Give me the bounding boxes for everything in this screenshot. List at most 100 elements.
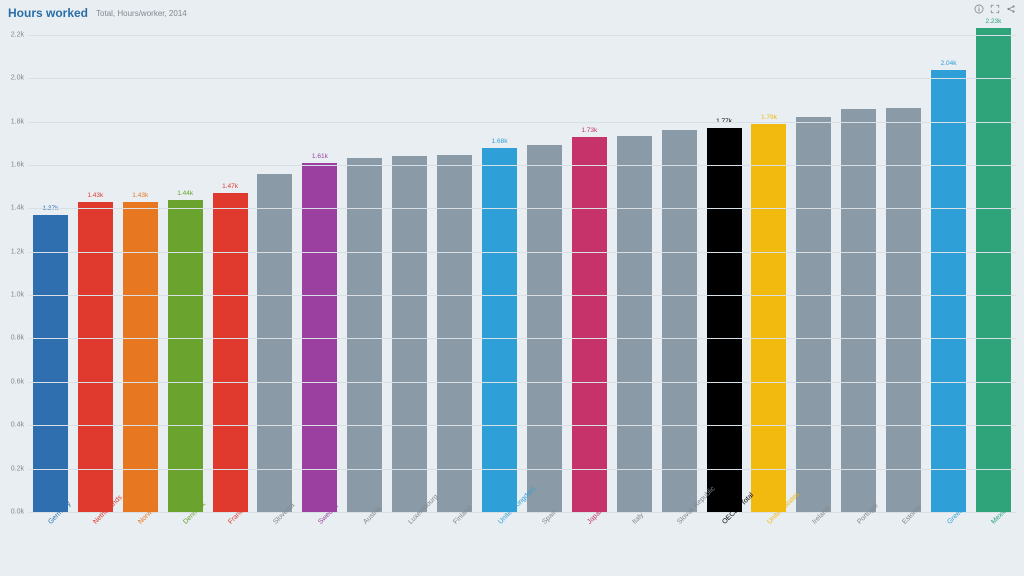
bar-slot: [881, 24, 926, 512]
x-label-slot: Finland: [432, 514, 477, 576]
bar[interactable]: 2.23k: [976, 28, 1011, 512]
bar-value-label: 1.47k: [222, 183, 238, 190]
grid-line: [28, 208, 1016, 209]
x-label-slot: Germany: [28, 514, 73, 576]
bar-slot: [387, 24, 432, 512]
x-label-slot: Norway: [118, 514, 163, 576]
y-tick-label: 1.8k: [4, 118, 24, 125]
grid-line: [28, 425, 1016, 426]
bar-value-label: 2.04k: [941, 60, 957, 67]
bar-slot: 1.77k: [702, 24, 747, 512]
x-label-slot: Greece: [926, 514, 971, 576]
bar[interactable]: [257, 174, 292, 512]
x-label-slot: Denmark: [163, 514, 208, 576]
bar-slot: 1.73k: [567, 24, 612, 512]
bar[interactable]: 1.44k: [168, 200, 203, 512]
bar-slot: 1.68k: [477, 24, 522, 512]
x-label-slot: Mexico: [971, 514, 1016, 576]
y-tick-label: 0.4k: [4, 422, 24, 429]
x-label-slot: Ireland: [791, 514, 836, 576]
bar-slot: 1.47k: [208, 24, 253, 512]
y-tick-label: 0.6k: [4, 378, 24, 385]
grid-line: [28, 382, 1016, 383]
x-label-slot: OECD - Total: [702, 514, 747, 576]
grid-line: [28, 122, 1016, 123]
bar[interactable]: [347, 158, 382, 512]
grid-line: [28, 295, 1016, 296]
grid-line: [28, 338, 1016, 339]
chart-subtitle: Total, Hours/worker, 2014: [96, 9, 187, 18]
bar[interactable]: 2.04k: [931, 70, 966, 512]
bar-slot: [432, 24, 477, 512]
y-tick-label: 2.2k: [4, 31, 24, 38]
bar-slot: 1.37k: [28, 24, 73, 512]
bar-value-label: 1.44k: [177, 190, 193, 197]
bar-slot: 1.61k: [297, 24, 342, 512]
grid-line: [28, 35, 1016, 36]
chart-header: Hours worked Total, Hours/worker, 2014: [8, 4, 1016, 22]
grid-line: [28, 252, 1016, 253]
y-tick-label: 0.8k: [4, 335, 24, 342]
bar-slot: [612, 24, 657, 512]
bar[interactable]: 1.73k: [572, 137, 607, 512]
bar[interactable]: 1.68k: [482, 148, 517, 512]
x-label-slot: Spain: [522, 514, 567, 576]
bar[interactable]: [662, 130, 697, 512]
fullscreen-icon[interactable]: [990, 4, 1000, 14]
bar-value-label: 1.68k: [492, 138, 508, 145]
bar-slot: 1.79k: [747, 24, 792, 512]
header-toolbar: [974, 4, 1016, 14]
info-icon[interactable]: [974, 4, 984, 14]
y-tick-label: 1.0k: [4, 292, 24, 299]
bar[interactable]: 1.43k: [123, 202, 158, 512]
bar-value-label: 1.61k: [312, 153, 328, 160]
bar[interactable]: 1.79k: [751, 124, 786, 512]
bar-value-label: 1.43k: [132, 192, 148, 199]
x-label-slot: Estonia: [881, 514, 926, 576]
x-label-slot: Italy: [612, 514, 657, 576]
bar-value-label: 1.73k: [581, 127, 597, 134]
x-label-slot: Portugal: [836, 514, 881, 576]
bar-slot: [791, 24, 836, 512]
y-tick-label: 1.4k: [4, 205, 24, 212]
x-label-slot: United Kingdom: [477, 514, 522, 576]
x-label-slot: Sweden: [297, 514, 342, 576]
y-tick-label: 2.0k: [4, 75, 24, 82]
bar-slot: 1.43k: [118, 24, 163, 512]
x-label-slot: Slovak Republic: [657, 514, 702, 576]
chart-plot-area: 1.37k 1.43k 1.43k 1.44k 1.47k 1.61k 1.68k 1.73k…: [28, 24, 1016, 512]
x-label-slot: Slovenia: [253, 514, 298, 576]
bar[interactable]: [841, 109, 876, 512]
bar[interactable]: [392, 156, 427, 512]
bar-slot: 1.43k: [73, 24, 118, 512]
bar[interactable]: 1.37k: [33, 215, 68, 512]
x-tick-label: Italy: [631, 512, 645, 526]
x-label-slot: Netherlands: [73, 514, 118, 576]
y-tick-label: 1.2k: [4, 248, 24, 255]
x-label-slot: Austria: [342, 514, 387, 576]
bar[interactable]: 1.61k: [302, 163, 337, 512]
bar-value-label: 1.79k: [761, 114, 777, 121]
y-tick-label: 1.6k: [4, 161, 24, 168]
bar[interactable]: 1.43k: [78, 202, 113, 512]
bar[interactable]: 1.77k: [707, 128, 742, 512]
bar-slot: [836, 24, 881, 512]
bar-slot: 2.23k: [971, 24, 1016, 512]
bar-slot: 1.44k: [163, 24, 208, 512]
grid-line: [28, 469, 1016, 470]
bar-value-label: 2.23k: [986, 18, 1002, 25]
bar-value-label: 1.43k: [87, 192, 103, 199]
x-axis-labels: GermanyNetherlandsNorwayDenmarkFranceSlo…: [28, 514, 1016, 576]
bar-slot: [342, 24, 387, 512]
grid-line: [28, 78, 1016, 79]
bar-slot: [522, 24, 567, 512]
bar[interactable]: [617, 136, 652, 512]
share-icon[interactable]: [1006, 4, 1016, 14]
x-label-slot: United States: [747, 514, 792, 576]
bar-slot: [657, 24, 702, 512]
bar[interactable]: 1.47k: [213, 193, 248, 512]
bar[interactable]: [886, 108, 921, 512]
y-tick-label: 0.2k: [4, 465, 24, 472]
bar[interactable]: [796, 117, 831, 512]
bar[interactable]: [527, 145, 562, 512]
